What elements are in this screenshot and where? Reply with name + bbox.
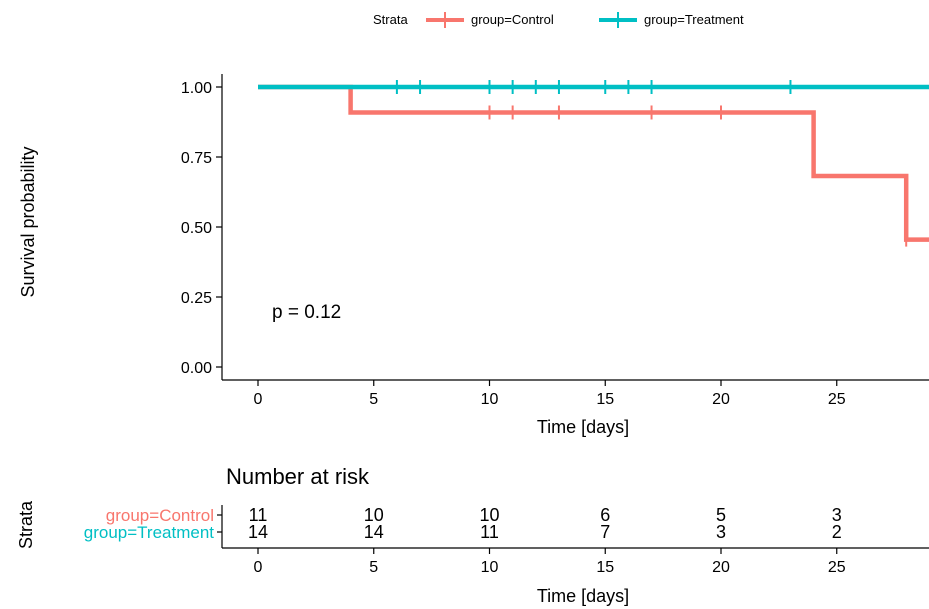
- x-tick-label: 25: [828, 391, 846, 408]
- risk-count: 10: [479, 505, 499, 525]
- risk-count: 11: [480, 522, 499, 542]
- legend-label-treatment: group=Treatment: [644, 12, 744, 27]
- legend-label-control: group=Control: [471, 12, 554, 27]
- survival-curves: [258, 80, 929, 247]
- risk-table-y-label: Strata: [16, 500, 36, 549]
- risk-count: 2: [832, 522, 842, 542]
- risk-x-tick-label: 25: [828, 559, 846, 576]
- risk-count: 11: [249, 505, 268, 525]
- y-ticks: 0.00 0.25 0.50 0.75 1.00: [181, 80, 222, 377]
- risk-table-x-ticks: 0 5 10 15 20 25: [254, 548, 846, 576]
- risk-x-tick-label: 5: [369, 559, 378, 576]
- survival-plot: Survival probability 0.00 0.25 0.50 0.75 1.0…: [18, 74, 929, 437]
- risk-x-tick-label: 0: [254, 559, 263, 576]
- risk-count: 10: [364, 505, 384, 525]
- risk-x-tick-label: 10: [481, 559, 499, 576]
- y-axis-label: Survival probability: [18, 146, 38, 297]
- x-tick-label: 15: [596, 391, 614, 408]
- risk-table-title: Number at risk: [226, 464, 370, 489]
- risk-count: 7: [600, 522, 610, 542]
- risk-count: 5: [716, 505, 726, 525]
- y-tick-label: 1.00: [181, 80, 212, 97]
- survival-curve-control: [258, 84, 929, 242]
- y-tick-label: 0.75: [181, 150, 212, 167]
- risk-table: Number at risk Strata group=Control 11 10 1…: [16, 464, 929, 606]
- p-value-annotation: p = 0.12: [272, 302, 341, 323]
- risk-count: 14: [248, 522, 268, 542]
- risk-count: 6: [600, 505, 610, 525]
- risk-count: 3: [832, 505, 842, 525]
- y-tick-label: 0.00: [181, 360, 212, 377]
- risk-count: 3: [716, 522, 726, 542]
- risk-table-x-label: Time [days]: [537, 586, 629, 606]
- x-tick-label: 5: [369, 391, 378, 408]
- y-tick-label: 0.50: [181, 220, 212, 237]
- x-tick-label: 0: [254, 391, 263, 408]
- risk-row-label: group=Treatment: [84, 523, 215, 542]
- risk-count: 14: [364, 522, 384, 542]
- legend: Strata group=Control group=Treatment: [373, 12, 744, 28]
- risk-x-tick-label: 15: [596, 559, 614, 576]
- risk-x-tick-label: 20: [712, 559, 730, 576]
- risk-row-label: group=Control: [106, 506, 214, 525]
- x-tick-label: 20: [712, 391, 730, 408]
- x-tick-label: 10: [481, 391, 499, 408]
- legend-title: Strata: [373, 12, 408, 27]
- x-axis-label: Time [days]: [537, 417, 629, 437]
- y-tick-label: 0.25: [181, 290, 212, 307]
- x-ticks: 0 5 10 15 20 25: [254, 380, 846, 408]
